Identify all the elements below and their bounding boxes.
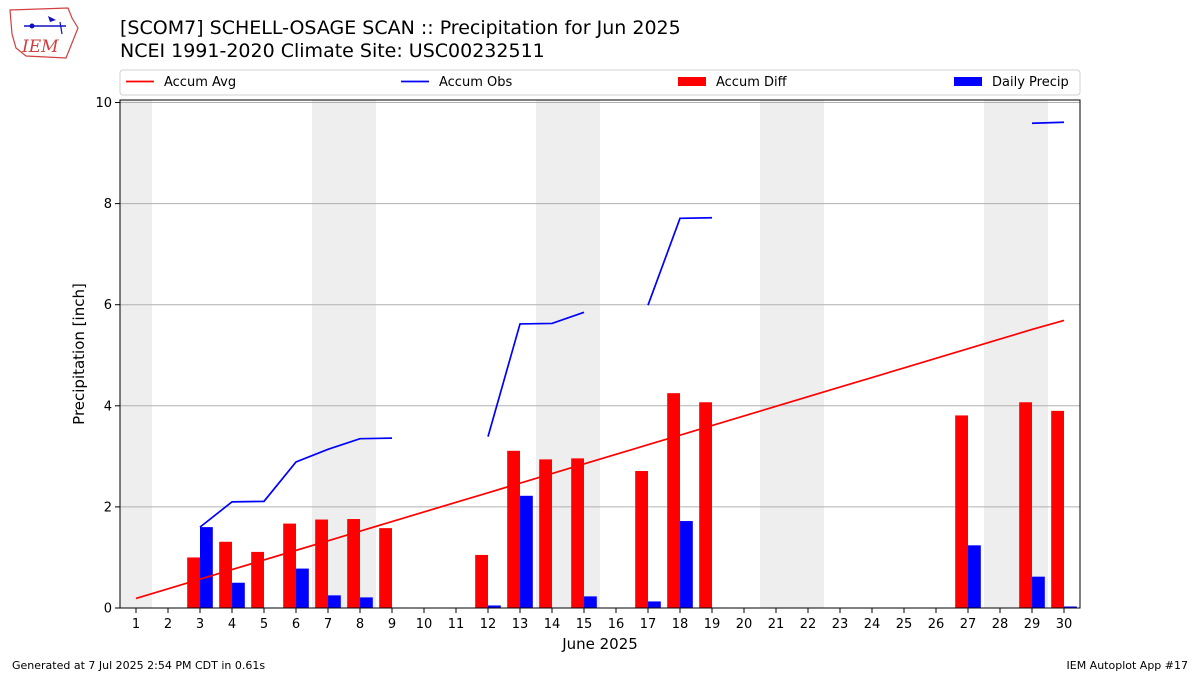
y-axis-label: Precipitation [inch] (70, 283, 88, 425)
x-tick-label: 17 (640, 617, 657, 632)
legend-label-accum-obs: Accum Obs (439, 75, 512, 90)
x-tick-label: 16 (608, 617, 625, 632)
accum-diff-bar (347, 519, 360, 608)
x-tick-label: 27 (960, 617, 977, 632)
accum-obs-line (1031, 121, 1065, 125)
iem-logo: IEM (6, 4, 84, 60)
accum-diff-bar (571, 458, 584, 608)
daily-precip-bar (200, 527, 213, 608)
daily-precip-bar (648, 601, 661, 608)
y-tick-label: 10 (95, 96, 112, 111)
accum-diff-bar (251, 551, 264, 608)
weekend-band (120, 100, 152, 608)
accum-diff-bar (315, 519, 328, 608)
x-tick-label: 20 (736, 617, 753, 632)
y-tick-label: 4 (104, 399, 112, 414)
x-tick-label: 11 (448, 617, 465, 632)
accum-diff-bar (1019, 402, 1032, 608)
x-tick-label: 29 (1024, 617, 1041, 632)
x-tick-label: 7 (324, 617, 332, 632)
daily-precip-bar (1032, 576, 1045, 608)
daily-precip-bar (1064, 606, 1077, 608)
y-tick-label: 2 (104, 500, 112, 515)
accum-obs-line (647, 216, 713, 306)
accum-diff-bar (539, 459, 552, 608)
legend-swatch-daily-precip (954, 77, 982, 86)
y-tick-label: 8 (104, 197, 112, 212)
chart-title-line2: NCEI 1991-2020 Climate Site: USC00232511 (120, 40, 545, 62)
x-tick-label: 23 (832, 617, 849, 632)
x-tick-label: 3 (196, 617, 204, 632)
legend-label-accum-avg: Accum Avg (164, 75, 236, 90)
chart-title-line1: [SCOM7] SCHELL-OSAGE SCAN :: Precipitati… (120, 17, 681, 39)
legend-label-daily-precip: Daily Precip (992, 75, 1069, 90)
x-tick-label: 24 (864, 617, 881, 632)
x-tick-label: 18 (672, 617, 689, 632)
x-tick-label: 4 (228, 617, 236, 632)
accum-diff-bar (635, 471, 648, 608)
x-tick-label: 19 (704, 617, 721, 632)
accum-diff-bar (1051, 410, 1064, 608)
accum-diff-bar (475, 554, 488, 608)
legend-box (119, 69, 1081, 96)
daily-precip-bar (520, 495, 533, 608)
lines-layer (135, 121, 1065, 600)
x-tick-label: 22 (800, 617, 817, 632)
daily-precip-bar (328, 595, 341, 608)
x-tick-label: 15 (576, 617, 593, 632)
daily-precip-bar (968, 545, 981, 608)
x-tick-label: 25 (896, 617, 913, 632)
logo-text: IEM (21, 37, 59, 57)
daily-precip-bar (584, 596, 597, 608)
x-axis-label: June 2025 (561, 635, 638, 653)
x-tick-label: 13 (512, 617, 529, 632)
x-tick-label: 5 (260, 617, 268, 632)
accum-obs-line (199, 437, 393, 528)
x-axis: 1 2 3 4 5 6 7 8 9 10 11 12 13 14 15 16 17 18 19 20 21 22 23 24 2… (132, 608, 1072, 632)
legend-label-accum-diff: Accum Diff (716, 75, 788, 90)
accum-diff-bar (187, 557, 200, 608)
y-axis: 0 2 4 6 8 10 (95, 96, 120, 617)
x-tick-label: 1 (132, 617, 140, 632)
accum-diff-bar (667, 393, 680, 608)
plot-frame (119, 99, 1081, 609)
accum-diff-bar (219, 541, 232, 608)
accum-diff-bar (699, 402, 712, 608)
daily-precip-bar (232, 582, 245, 608)
weekend-band (760, 100, 824, 608)
daily-precip-bar (360, 597, 373, 608)
accum-diff-bar (379, 528, 392, 608)
daily-precip-bar (488, 605, 501, 608)
x-tick-label: 12 (480, 617, 497, 632)
footer-generated: Generated at 7 Jul 2025 2:54 PM CDT in 0… (12, 659, 266, 672)
accum-diff-bar (507, 450, 520, 608)
accum-obs-line (487, 311, 585, 437)
x-tick-label: 10 (416, 617, 433, 632)
footer-app: IEM Autoplot App #17 (1066, 659, 1189, 672)
x-tick-label: 28 (992, 617, 1009, 632)
legend: Accum Avg Accum Obs Accum Diff Daily Precip (119, 69, 1081, 96)
y-tick-label: 6 (104, 298, 112, 313)
legend-swatch-accum-diff (678, 77, 706, 86)
daily-precip-bar (296, 568, 309, 608)
x-tick-label: 26 (928, 617, 945, 632)
accum-diff-bar (955, 415, 968, 608)
x-tick-label: 8 (356, 617, 364, 632)
x-tick-label: 30 (1056, 617, 1073, 632)
bars-layer (187, 393, 1077, 609)
x-tick-label: 9 (388, 617, 396, 632)
y-tick-label: 0 (104, 602, 112, 617)
x-tick-label: 6 (292, 617, 300, 632)
weekend-band (984, 100, 1048, 608)
x-tick-label: 14 (544, 617, 561, 632)
daily-precip-bar (680, 521, 693, 608)
accum-avg-line (135, 319, 1065, 600)
accum-diff-bar (283, 523, 296, 608)
x-tick-label: 2 (164, 617, 172, 632)
iowa-state-outline-logo-icon: IEM (9, 7, 79, 59)
x-tick-label: 21 (768, 617, 785, 632)
